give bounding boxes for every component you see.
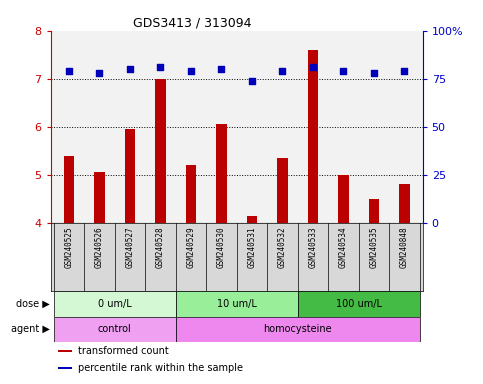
Bar — [58, 367, 72, 369]
Text: GSM240530: GSM240530 — [217, 226, 226, 268]
Bar — [176, 291, 298, 316]
Text: GSM240525: GSM240525 — [65, 226, 73, 268]
Point — [309, 64, 317, 70]
Point — [400, 68, 408, 74]
Bar — [308, 50, 318, 223]
Text: transformed count: transformed count — [78, 346, 169, 356]
Text: GSM240528: GSM240528 — [156, 226, 165, 268]
Bar — [64, 156, 74, 223]
Text: GSM240848: GSM240848 — [400, 226, 409, 268]
Point — [248, 78, 256, 84]
Bar — [54, 316, 176, 342]
Text: dose ▶: dose ▶ — [16, 299, 50, 309]
Bar — [338, 175, 349, 223]
Point — [279, 68, 286, 74]
Bar — [176, 316, 420, 342]
Point — [187, 68, 195, 74]
Bar — [247, 215, 257, 223]
Text: percentile rank within the sample: percentile rank within the sample — [78, 363, 243, 373]
Bar — [369, 199, 379, 223]
Text: GSM240531: GSM240531 — [247, 226, 256, 268]
Point — [217, 66, 225, 72]
Text: GSM240529: GSM240529 — [186, 226, 196, 268]
Bar — [277, 158, 288, 223]
Text: GSM240527: GSM240527 — [126, 226, 134, 268]
Text: GSM240526: GSM240526 — [95, 226, 104, 268]
Text: control: control — [98, 324, 131, 334]
Title: GDS3413 / 313094: GDS3413 / 313094 — [133, 17, 251, 30]
Bar — [216, 124, 227, 223]
Text: homocysteine: homocysteine — [263, 324, 332, 334]
Bar — [185, 165, 196, 223]
Point — [370, 70, 378, 76]
Text: GSM240532: GSM240532 — [278, 226, 287, 268]
Bar — [58, 350, 72, 352]
Text: 100 um/L: 100 um/L — [336, 299, 382, 309]
Bar — [298, 291, 420, 316]
Bar — [125, 129, 135, 223]
Bar — [94, 172, 105, 223]
Point — [156, 64, 164, 70]
Point — [126, 66, 134, 72]
Text: 10 um/L: 10 um/L — [217, 299, 256, 309]
Text: 0 um/L: 0 um/L — [98, 299, 131, 309]
Bar — [54, 291, 176, 316]
Text: GSM240533: GSM240533 — [308, 226, 317, 268]
Point — [340, 68, 347, 74]
Bar — [155, 79, 166, 223]
Bar — [399, 184, 410, 223]
Point — [65, 68, 73, 74]
Text: GSM240534: GSM240534 — [339, 226, 348, 268]
Point — [96, 70, 103, 76]
Text: GSM240535: GSM240535 — [369, 226, 378, 268]
Text: agent ▶: agent ▶ — [11, 324, 50, 334]
